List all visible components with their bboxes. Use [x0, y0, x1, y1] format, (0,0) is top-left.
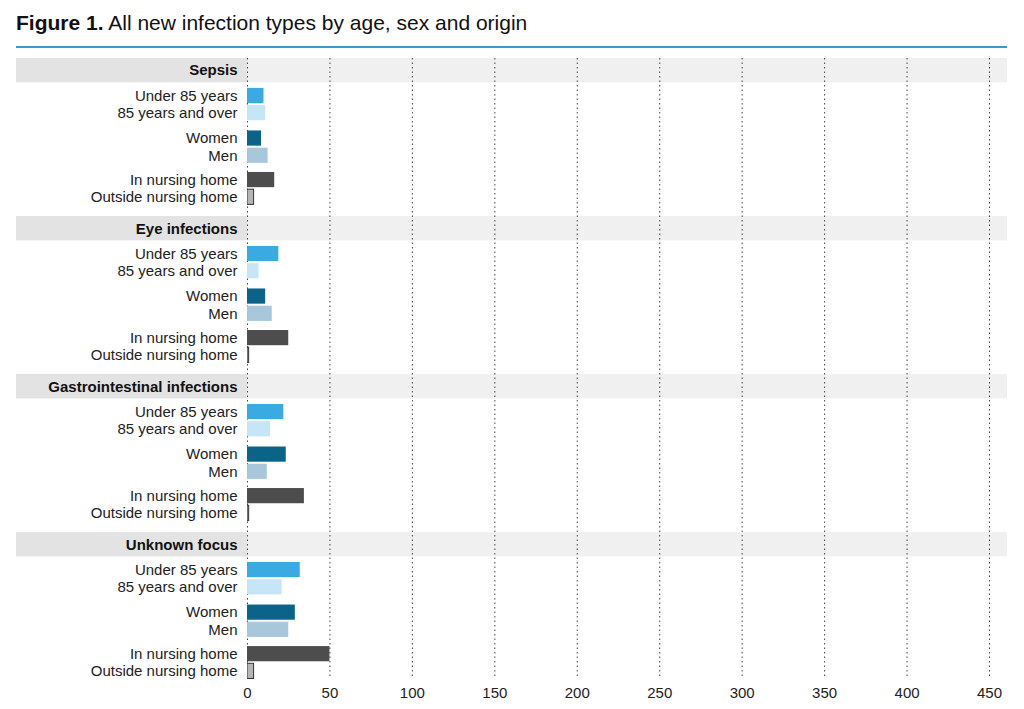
svg-text:200: 200 — [565, 684, 590, 701]
svg-text:Women: Women — [186, 129, 237, 146]
svg-text:300: 300 — [730, 684, 755, 701]
svg-text:Men: Men — [208, 463, 237, 480]
svg-text:In nursing home: In nursing home — [130, 645, 238, 662]
svg-text:Under 85 years: Under 85 years — [135, 87, 238, 104]
svg-text:Outside nursing home: Outside nursing home — [91, 188, 238, 205]
svg-text:0: 0 — [243, 684, 251, 701]
svg-text:Gastrointestinal infections: Gastrointestinal infections — [48, 378, 237, 395]
svg-text:In nursing home: In nursing home — [130, 329, 238, 346]
svg-text:Under 85 years: Under 85 years — [135, 245, 238, 262]
svg-text:350: 350 — [812, 684, 837, 701]
svg-text:Men: Men — [208, 147, 237, 164]
svg-text:In nursing home: In nursing home — [130, 171, 238, 188]
svg-text:In nursing home: In nursing home — [130, 487, 238, 504]
svg-text:250: 250 — [647, 684, 672, 701]
svg-text:Under 85 years: Under 85 years — [135, 403, 238, 420]
svg-text:Unknown focus: Unknown focus — [126, 536, 238, 553]
svg-text:Men: Men — [208, 305, 237, 322]
svg-text:50: 50 — [322, 684, 339, 701]
svg-text:Outside nursing home: Outside nursing home — [91, 662, 238, 679]
svg-text:Outside nursing home: Outside nursing home — [91, 346, 238, 363]
svg-text:85 years and over: 85 years and over — [117, 578, 237, 595]
svg-text:85 years and over: 85 years and over — [117, 104, 237, 121]
svg-text:85 years and over: 85 years and over — [117, 262, 237, 279]
svg-text:450: 450 — [977, 684, 1002, 701]
html-text:Figure 1. All new infection ty: Figure 1. All new infection types by age… — [16, 11, 528, 34]
svg-text:Under 85 years: Under 85 years — [135, 561, 238, 578]
svg-text:100: 100 — [400, 684, 425, 701]
svg-text:400: 400 — [895, 684, 920, 701]
svg-text:Sepsis: Sepsis — [189, 61, 237, 78]
svg-text:Women: Women — [186, 445, 237, 462]
svg-text:85 years and over: 85 years and over — [117, 420, 237, 437]
svg-text:Women: Women — [186, 603, 237, 620]
svg-text:Women: Women — [186, 287, 237, 304]
svg-text:Men: Men — [208, 621, 237, 638]
svg-text:150: 150 — [482, 684, 507, 701]
svg-text:Eye infections: Eye infections — [136, 219, 238, 236]
svg-text:Outside nursing home: Outside nursing home — [91, 504, 238, 521]
